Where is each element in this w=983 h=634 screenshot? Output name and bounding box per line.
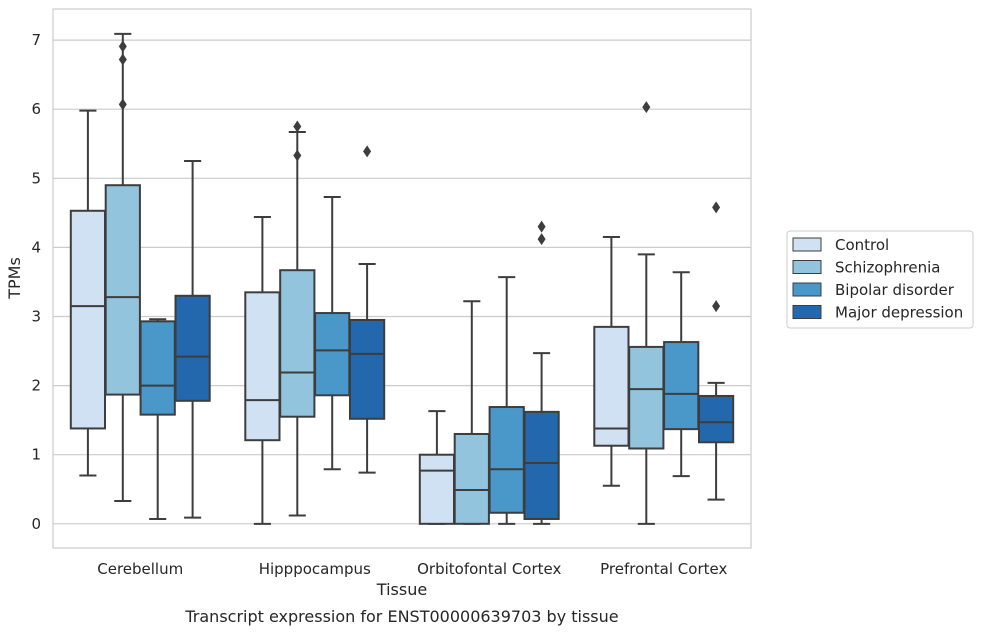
outlier-point xyxy=(712,201,721,214)
box-plot xyxy=(69,109,107,477)
legend-label: Major depression xyxy=(835,304,963,322)
outlier-point xyxy=(118,40,127,53)
chart-caption: Transcript expression for ENST0000063970… xyxy=(184,607,618,626)
legend-swatch xyxy=(792,260,822,274)
y-tick-label: 0 xyxy=(31,515,41,533)
box-plot xyxy=(488,276,525,525)
box-plot xyxy=(418,410,456,525)
iqr-box xyxy=(348,318,386,420)
y-tick-labels: 0 1 2 3 4 5 6 7 xyxy=(31,31,41,533)
legend-frame xyxy=(786,230,974,329)
x-tick-label: Prefrontal Cortex xyxy=(600,560,727,578)
outlier-point xyxy=(293,149,302,162)
outlier-point xyxy=(537,233,546,246)
y-tick-label: 6 xyxy=(31,100,41,118)
outlier-point xyxy=(293,120,302,133)
iqr-box xyxy=(69,209,107,430)
box-plot xyxy=(593,236,630,487)
iqr-box xyxy=(314,312,351,397)
iqr-box xyxy=(279,269,316,418)
iqr-box xyxy=(174,294,211,402)
legend-swatch xyxy=(792,282,822,297)
box-plot xyxy=(453,300,490,525)
outlier-point xyxy=(642,101,651,114)
box-plot xyxy=(663,271,700,478)
plot-area xyxy=(52,8,752,549)
outlier-point xyxy=(118,98,127,111)
y-axis-label: TPMs xyxy=(5,257,24,300)
x-tick-labels: Cerebellum Hipppocampus Orbitofontal Corte… xyxy=(97,560,727,578)
box-plot xyxy=(523,220,560,525)
x-axis-label: Tissue xyxy=(376,580,427,599)
outlier-point xyxy=(118,53,127,66)
x-tick-label: Hipppocampus xyxy=(259,560,371,578)
outlier-point xyxy=(537,220,546,233)
iqr-box xyxy=(244,291,281,442)
iqr-box xyxy=(104,184,141,396)
iqr-box xyxy=(523,410,560,520)
legend: Control Schizophrenia Bipolar disorder Majo… xyxy=(786,230,974,329)
iqr-box xyxy=(488,406,525,514)
box-plot xyxy=(139,318,176,520)
y-tick-label: 4 xyxy=(31,238,41,256)
legend-label: Schizophrenia xyxy=(835,259,940,277)
outlier-point xyxy=(712,300,721,313)
iqr-box xyxy=(593,325,630,447)
y-tick-label: 7 xyxy=(31,31,41,49)
box-plot xyxy=(628,101,665,525)
box-plots xyxy=(69,32,735,525)
iqr-box xyxy=(418,453,456,525)
box-plot xyxy=(174,160,211,519)
legend-swatch xyxy=(792,305,822,319)
y-tick-label: 2 xyxy=(31,377,41,395)
y-tick-label: 3 xyxy=(31,308,41,326)
box-plot xyxy=(279,120,316,517)
iqr-box xyxy=(139,320,176,416)
legend-label: Control xyxy=(835,236,889,254)
legend-swatch xyxy=(792,237,822,252)
box-plot xyxy=(104,32,141,503)
iqr-box xyxy=(663,341,700,431)
box-plot xyxy=(244,215,281,525)
y-tick-label: 1 xyxy=(31,446,41,464)
outlier-point xyxy=(363,145,372,158)
iqr-box xyxy=(697,394,735,444)
x-tick-label: Cerebellum xyxy=(97,560,183,578)
x-tick-label: Orbitofontal Cortex xyxy=(417,560,561,578)
box-plot xyxy=(348,145,386,474)
y-tick-label: 5 xyxy=(31,169,41,187)
box-plot xyxy=(697,201,735,501)
box-plot xyxy=(314,195,351,471)
iqr-box xyxy=(453,432,490,525)
legend-label: Bipolar disorder xyxy=(835,281,955,299)
iqr-box xyxy=(628,345,665,450)
